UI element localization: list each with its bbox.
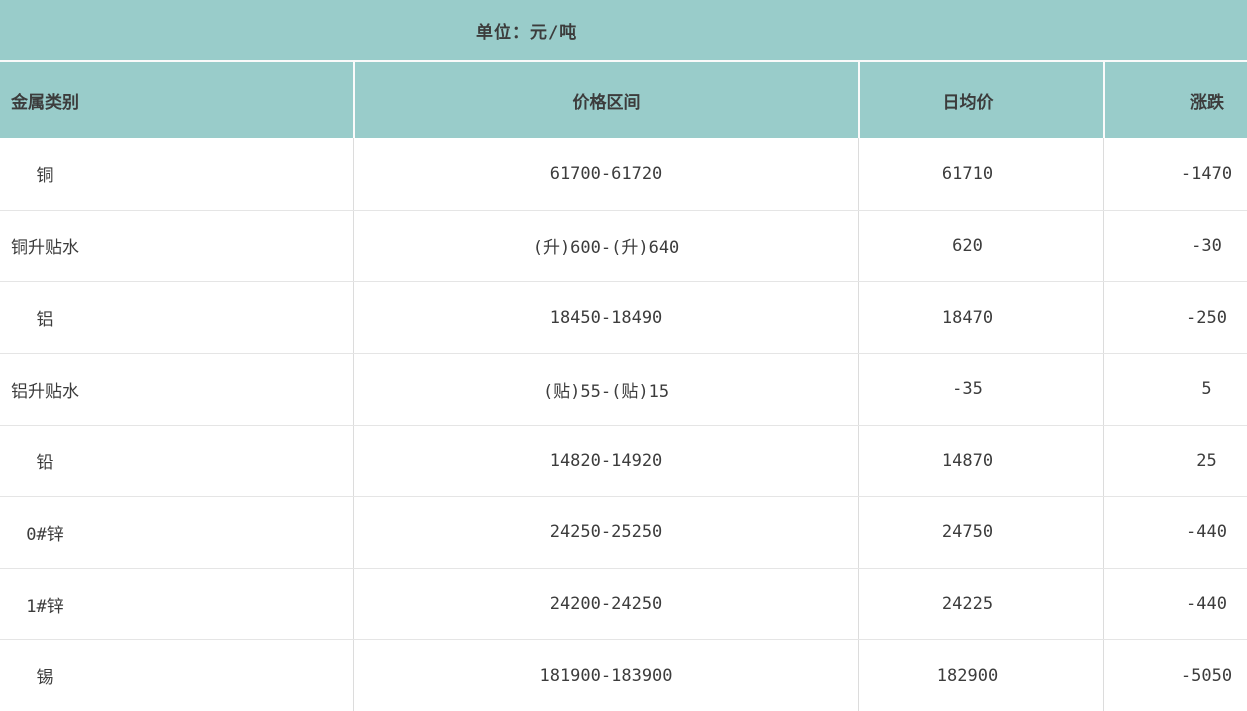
change-cell: 5 [1103,353,1247,425]
avg-price-cell: 24750 [858,497,1103,568]
avg-price-cell: 61710 [858,138,1103,210]
price-range-cell: 24200-24250 [353,568,858,640]
metal-cell: 1#锌 [26,596,64,617]
price-range-cell: 14820-14920 [353,425,858,497]
change-cell: -440 [1103,568,1247,640]
price-range-cell: 24250-25250 [353,497,858,568]
metal-cell: 铝升贴水 [11,381,79,402]
change-cell: -250 [1103,282,1247,353]
price-range-cell: 61700-61720 [353,138,858,210]
price-range-cell: (升)600-(升)640 [353,210,858,282]
metal-cell: 0#锌 [26,524,64,545]
table-row-tin: 锡 181900-183900 182900 -5050 [0,639,1247,711]
column-header-change: 涨跌 [1103,62,1247,138]
change-cell: -30 [1103,210,1247,282]
metal-cell: 铅 [36,453,54,474]
table-body: 铜 61700-61720 61710 -1470 铜升贴水 (升)600-(升… [0,138,1247,711]
avg-price-cell: -35 [858,353,1103,425]
column-header-daily-average: 日均价 [858,62,1103,138]
table-row-aluminum: 铝 18450-18490 18470 -250 [0,281,1247,353]
unit-bar: 单位：元/吨 [0,0,1247,62]
table-row-aluminum-premium: 铝升贴水 (贴)55-(贴)15 -35 5 [0,352,1247,425]
table-row-copper: 铜 61700-61720 61710 -1470 [0,138,1247,210]
change-cell: 25 [1103,425,1247,497]
table-row-lead: 铅 14820-14920 14870 25 [0,424,1247,497]
price-range-cell: 18450-18490 [353,282,858,353]
avg-price-cell: 182900 [858,640,1103,711]
column-header-price-range: 价格区间 [353,62,858,138]
avg-price-cell: 18470 [858,282,1103,353]
table-row-zinc-0: 0#锌 24250-25250 24750 -440 [0,496,1247,568]
avg-price-cell: 24225 [858,568,1103,640]
price-range-cell: 181900-183900 [353,640,858,711]
avg-price-cell: 620 [858,210,1103,282]
metal-cell: 锡 [36,668,54,689]
avg-price-cell: 14870 [858,425,1103,497]
metal-cell: 铜升贴水 [11,238,79,259]
column-header-metal-category: 金属类别 [11,92,79,113]
change-cell: -440 [1103,497,1247,568]
change-cell: -5050 [1103,640,1247,711]
change-cell: -1470 [1103,138,1247,210]
table-row-copper-premium: 铜升贴水 (升)600-(升)640 620 -30 [0,209,1247,282]
table-header-row: 金属类别 价格区间 日均价 涨跌 [0,62,1247,138]
unit-label: 单位：元/吨 [476,22,578,43]
metal-cell: 铝 [36,310,54,331]
table-row-zinc-1: 1#锌 24200-24250 24225 -440 [0,567,1247,640]
metal-cell: 铜 [36,166,54,187]
price-range-cell: (贴)55-(贴)15 [353,353,858,425]
